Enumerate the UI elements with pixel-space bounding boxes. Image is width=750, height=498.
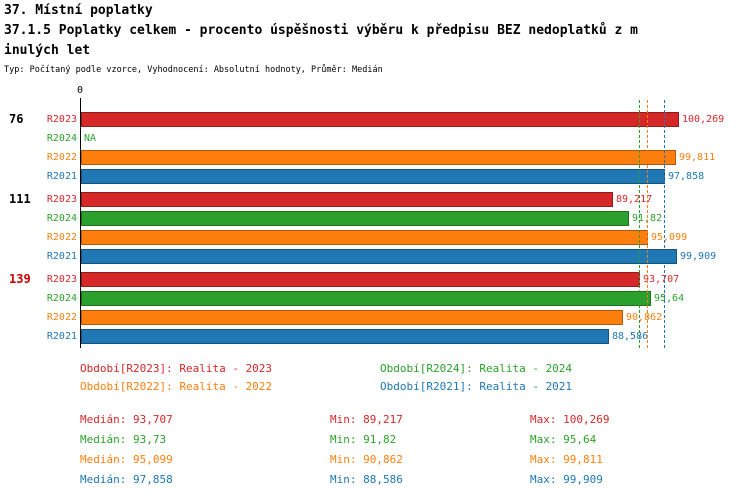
bar-na-label: NA xyxy=(84,133,97,144)
bar-value-label: 99,811 xyxy=(679,152,716,163)
bar xyxy=(81,169,665,184)
stat-max-R2022: Max: 99,811 xyxy=(530,453,603,466)
row-label: R2022 xyxy=(46,232,77,243)
legend-item-R2022: Období[R2022]: Realita - 2022 xyxy=(80,380,273,393)
stat-min-R2024: Min: 91,82 xyxy=(330,433,397,446)
bar xyxy=(81,272,640,287)
bar-value-label: 100,269 xyxy=(682,114,725,125)
legend-item-R2023: Období[R2023]: Realita - 2023 xyxy=(80,362,273,375)
bar-value-label: 97,858 xyxy=(668,171,705,182)
row-label: R2023 xyxy=(46,114,77,125)
row-label: R2023 xyxy=(46,274,77,285)
bar xyxy=(81,211,629,226)
row-label: R2023 xyxy=(46,194,77,205)
group-label: 76 xyxy=(9,112,24,126)
bar xyxy=(81,150,676,165)
stat-median-R2024: Medián: 93,73 xyxy=(80,433,167,446)
bar xyxy=(81,249,677,264)
legend-item-R2024: Období[R2024]: Realita - 2024 xyxy=(380,362,573,375)
bar-value-label: 88,586 xyxy=(612,331,649,342)
group-label: 139 xyxy=(9,272,31,286)
bar-value-label: 90,862 xyxy=(626,312,663,323)
x-axis-zero-label: 0 xyxy=(76,85,84,96)
y-axis-line xyxy=(80,98,81,348)
row-label: R2022 xyxy=(46,312,77,323)
median-line-R2021 xyxy=(664,100,665,348)
median-line-R2024 xyxy=(639,100,640,348)
chart-subtitle-line2: inulých let xyxy=(4,43,91,58)
stat-median-R2022: Medián: 95,099 xyxy=(80,453,173,466)
stat-max-R2021: Max: 99,909 xyxy=(530,473,603,486)
bar-value-label: 93,707 xyxy=(643,274,680,285)
stat-max-R2024: Max: 95,64 xyxy=(530,433,597,446)
row-label: R2024 xyxy=(46,293,77,304)
stat-median-R2023: Medián: 93,707 xyxy=(80,413,173,426)
row-label: R2021 xyxy=(46,171,77,182)
bar xyxy=(81,329,609,344)
bar xyxy=(81,291,651,306)
group-label: 111 xyxy=(9,192,31,206)
row-label: R2024 xyxy=(46,133,77,144)
chart-meta-note: Typ: Počítaný podle vzorce, Vyhodnocení:… xyxy=(4,65,383,75)
row-label: R2024 xyxy=(46,213,77,224)
bar-value-label: 89,217 xyxy=(616,194,653,205)
stat-min-R2021: Min: 88,586 xyxy=(330,473,403,486)
row-label: R2021 xyxy=(46,251,77,262)
bar xyxy=(81,230,648,245)
stat-min-R2022: Min: 90,862 xyxy=(330,453,403,466)
median-line-R2022 xyxy=(647,100,648,348)
chart-title: 37. Místní poplatky xyxy=(4,3,153,18)
bar xyxy=(81,192,613,207)
stat-median-R2021: Medián: 97,858 xyxy=(80,473,173,486)
chart-subtitle-line1: 37.1.5 Poplatky celkem - procento úspěšn… xyxy=(4,23,638,38)
bar-value-label: 99,909 xyxy=(680,251,717,262)
stat-min-R2023: Min: 89,217 xyxy=(330,413,403,426)
stat-max-R2023: Max: 100,269 xyxy=(530,413,610,426)
row-label: R2021 xyxy=(46,331,77,342)
bar xyxy=(81,112,679,127)
row-label: R2022 xyxy=(46,152,77,163)
bar xyxy=(81,310,623,325)
bar-value-label: 95,099 xyxy=(651,232,688,243)
legend-item-R2021: Období[R2021]: Realita - 2021 xyxy=(380,380,573,393)
bar-value-label: 95,64 xyxy=(654,293,685,304)
